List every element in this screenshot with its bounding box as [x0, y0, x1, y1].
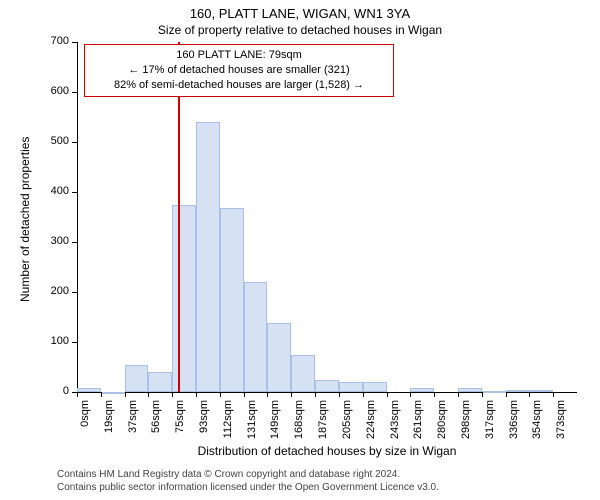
x-tick-mark [125, 392, 126, 397]
x-tick-label: 56sqm [150, 400, 162, 450]
histogram-bar [529, 390, 553, 393]
x-tick-mark [410, 392, 411, 397]
histogram-bar [315, 380, 339, 393]
y-tick-mark [72, 242, 77, 243]
y-tick-mark [72, 42, 77, 43]
x-tick-label: 336sqm [508, 400, 520, 450]
x-tick-mark [101, 392, 102, 397]
y-tick-mark [72, 142, 77, 143]
x-tick-mark [363, 392, 364, 397]
histogram-bar [77, 388, 101, 392]
footer-line-1: Contains HM Land Registry data © Crown c… [57, 468, 439, 481]
x-tick-mark [458, 392, 459, 397]
histogram-bar [101, 392, 125, 394]
annotation-line-2: ← 17% of detached houses are smaller (32… [91, 63, 387, 78]
histogram-bar [267, 323, 291, 392]
histogram-bar [244, 282, 268, 392]
x-tick-label: 317sqm [484, 400, 496, 450]
x-tick-mark [148, 392, 149, 397]
x-tick-label: 149sqm [269, 400, 281, 450]
x-tick-mark [529, 392, 530, 397]
x-tick-label: 298sqm [460, 400, 472, 450]
histogram-bar [339, 382, 363, 392]
x-tick-label: 187sqm [317, 400, 329, 450]
histogram-bar [196, 122, 220, 392]
x-tick-mark [291, 392, 292, 397]
x-tick-mark [553, 392, 554, 397]
y-tick-label: 700 [37, 35, 69, 47]
x-tick-mark [315, 392, 316, 397]
y-tick-label: 600 [37, 85, 69, 97]
histogram-bar [506, 390, 530, 393]
x-tick-label: 131sqm [246, 400, 258, 450]
x-tick-label: 354sqm [531, 400, 543, 450]
x-tick-label: 205sqm [341, 400, 353, 450]
x-tick-label: 93sqm [198, 400, 210, 450]
chart-container: 160, PLATT LANE, WIGAN, WN1 3YA Size of … [0, 0, 600, 500]
x-tick-label: 37sqm [127, 400, 139, 450]
x-tick-mark [244, 392, 245, 397]
x-tick-label: 261sqm [412, 400, 424, 450]
annotation-line-1: 160 PLATT LANE: 79sqm [91, 48, 387, 63]
x-tick-mark [482, 392, 483, 397]
chart-title: 160, PLATT LANE, WIGAN, WN1 3YA [0, 0, 600, 21]
x-tick-label: 112sqm [222, 400, 234, 450]
y-tick-label: 400 [37, 185, 69, 197]
y-tick-label: 300 [37, 235, 69, 247]
y-tick-mark [72, 292, 77, 293]
x-tick-mark [339, 392, 340, 397]
x-tick-label: 280sqm [436, 400, 448, 450]
x-tick-label: 243sqm [389, 400, 401, 450]
chart-subtitle: Size of property relative to detached ho… [0, 21, 600, 37]
x-tick-label: 224sqm [365, 400, 377, 450]
histogram-bar [220, 208, 244, 392]
x-tick-mark [196, 392, 197, 397]
histogram-bar [458, 388, 482, 392]
x-tick-label: 19sqm [103, 400, 115, 450]
annotation-box: 160 PLATT LANE: 79sqm ← 17% of detached … [84, 44, 394, 97]
y-tick-label: 0 [37, 385, 69, 397]
y-tick-mark [72, 192, 77, 193]
histogram-bar [363, 382, 387, 392]
x-tick-mark [220, 392, 221, 397]
y-tick-label: 100 [37, 335, 69, 347]
x-tick-mark [267, 392, 268, 397]
x-tick-label: 75sqm [174, 400, 186, 450]
x-tick-mark [172, 392, 173, 397]
annotation-line-3: 82% of semi-detached houses are larger (… [91, 78, 387, 93]
y-tick-label: 500 [37, 135, 69, 147]
footer-attribution: Contains HM Land Registry data © Crown c… [57, 468, 439, 494]
x-tick-mark [506, 392, 507, 397]
y-axis-line [77, 42, 78, 392]
x-tick-label: 373sqm [555, 400, 567, 450]
y-tick-label: 200 [37, 285, 69, 297]
x-tick-label: 168sqm [293, 400, 305, 450]
x-tick-label: 0sqm [79, 400, 91, 450]
histogram-bar [125, 365, 149, 393]
x-tick-mark [434, 392, 435, 397]
x-tick-mark [77, 392, 78, 397]
histogram-bar [291, 355, 315, 393]
x-tick-mark [387, 392, 388, 397]
histogram-bar [482, 391, 506, 393]
y-tick-mark [72, 342, 77, 343]
y-axis-label: Number of detached properties [18, 137, 32, 302]
histogram-bar [148, 372, 172, 392]
histogram-bar [410, 388, 434, 392]
x-axis-label: Distribution of detached houses by size … [77, 444, 577, 458]
histogram-bar [172, 205, 196, 393]
y-tick-mark [72, 92, 77, 93]
footer-line-2: Contains public sector information licen… [57, 481, 439, 494]
